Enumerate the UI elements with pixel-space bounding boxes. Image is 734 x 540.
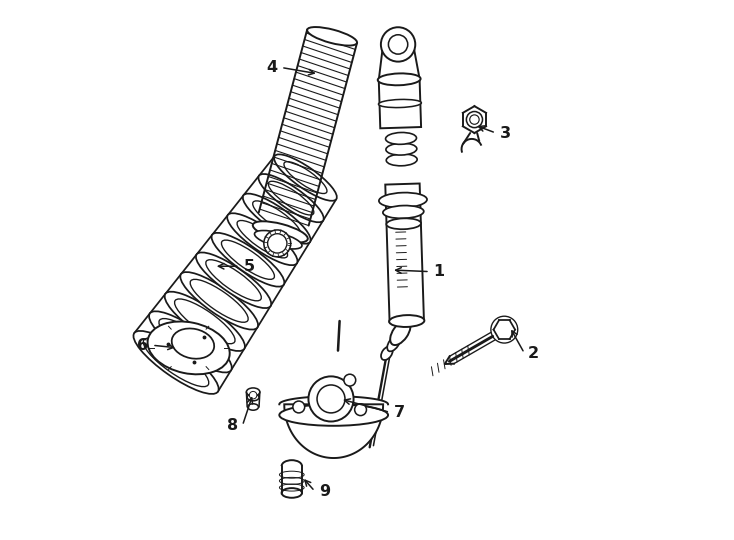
Ellipse shape — [388, 336, 400, 352]
Ellipse shape — [379, 99, 421, 107]
Circle shape — [381, 27, 415, 62]
Ellipse shape — [386, 218, 421, 229]
Circle shape — [355, 404, 366, 416]
Ellipse shape — [222, 240, 275, 279]
Polygon shape — [284, 404, 383, 458]
Ellipse shape — [243, 193, 310, 244]
Ellipse shape — [383, 206, 424, 218]
Ellipse shape — [228, 213, 297, 265]
Ellipse shape — [190, 279, 248, 322]
Circle shape — [308, 376, 354, 422]
Polygon shape — [385, 184, 424, 322]
Ellipse shape — [148, 321, 230, 374]
Ellipse shape — [247, 394, 259, 401]
Ellipse shape — [280, 404, 388, 426]
Ellipse shape — [149, 311, 232, 373]
Ellipse shape — [196, 252, 271, 308]
Text: 6: 6 — [137, 338, 148, 353]
Text: 2: 2 — [528, 346, 539, 361]
Text: 5: 5 — [244, 259, 255, 274]
Ellipse shape — [143, 338, 208, 387]
Ellipse shape — [379, 193, 427, 208]
Ellipse shape — [248, 404, 258, 410]
Ellipse shape — [390, 321, 410, 345]
Circle shape — [293, 401, 305, 413]
Ellipse shape — [247, 388, 260, 396]
Ellipse shape — [258, 174, 324, 222]
Ellipse shape — [385, 132, 416, 144]
Circle shape — [268, 234, 287, 253]
Ellipse shape — [386, 143, 417, 155]
Ellipse shape — [393, 325, 407, 343]
Text: 9: 9 — [319, 484, 330, 499]
Circle shape — [317, 385, 345, 413]
Circle shape — [344, 374, 356, 386]
Ellipse shape — [252, 221, 308, 242]
Text: 7: 7 — [394, 405, 405, 420]
Ellipse shape — [282, 488, 302, 498]
Ellipse shape — [274, 154, 337, 201]
Polygon shape — [379, 79, 421, 129]
Ellipse shape — [381, 347, 393, 360]
Ellipse shape — [172, 328, 214, 359]
Ellipse shape — [237, 220, 288, 258]
Ellipse shape — [284, 161, 327, 193]
Ellipse shape — [134, 331, 219, 394]
Ellipse shape — [386, 154, 417, 166]
Circle shape — [250, 392, 257, 399]
Circle shape — [491, 316, 517, 343]
Circle shape — [470, 115, 479, 124]
Text: 3: 3 — [500, 125, 511, 140]
Ellipse shape — [307, 27, 357, 45]
Circle shape — [466, 112, 482, 127]
Ellipse shape — [252, 201, 301, 237]
Ellipse shape — [211, 233, 284, 287]
Text: 1: 1 — [434, 264, 445, 279]
Ellipse shape — [264, 230, 291, 257]
Ellipse shape — [164, 292, 245, 351]
Ellipse shape — [206, 260, 261, 301]
Circle shape — [388, 35, 408, 54]
Ellipse shape — [378, 73, 421, 85]
Text: 8: 8 — [228, 418, 239, 433]
Ellipse shape — [159, 319, 222, 365]
Text: 4: 4 — [266, 60, 277, 75]
Ellipse shape — [175, 299, 235, 344]
Ellipse shape — [181, 272, 258, 329]
Ellipse shape — [255, 231, 302, 249]
Ellipse shape — [389, 315, 424, 327]
Ellipse shape — [269, 181, 314, 215]
